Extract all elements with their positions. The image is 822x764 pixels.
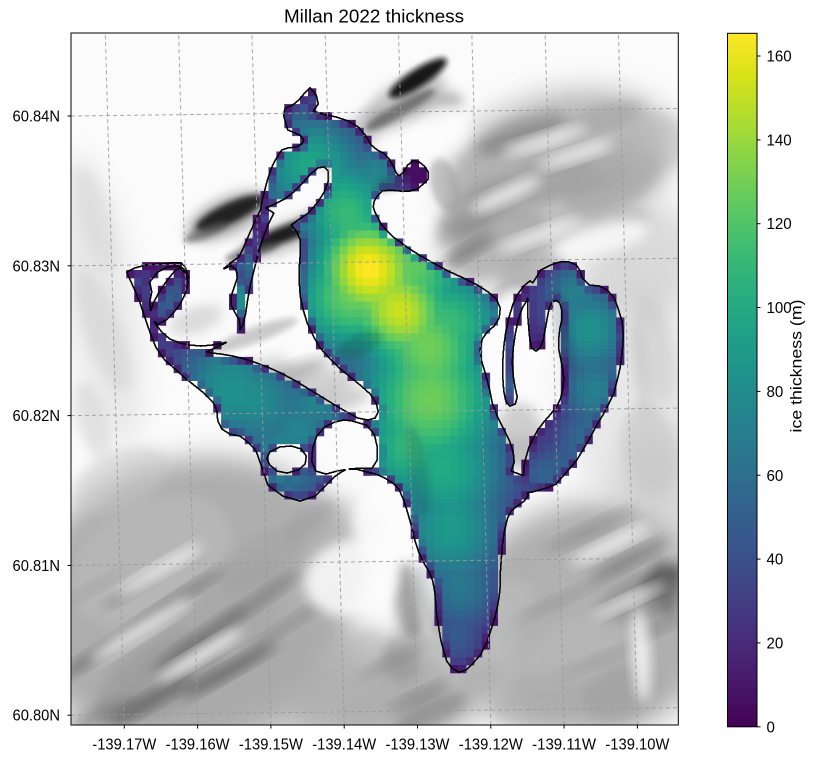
svg-text:-139.14W: -139.14W — [312, 737, 377, 754]
svg-text:60.84N: 60.84N — [13, 109, 61, 126]
svg-text:-139.13W: -139.13W — [386, 737, 451, 754]
svg-text:60.83N: 60.83N — [13, 258, 61, 275]
svg-text:60: 60 — [767, 468, 784, 485]
svg-text:Millan 2022 thickness: Millan 2022 thickness — [284, 6, 464, 27]
svg-text:-139.12W: -139.12W — [459, 737, 524, 754]
svg-text:-139.10W: -139.10W — [605, 737, 670, 754]
svg-text:120: 120 — [767, 216, 792, 233]
svg-text:0: 0 — [767, 719, 775, 736]
svg-text:60.80N: 60.80N — [13, 708, 61, 725]
svg-text:40: 40 — [767, 552, 784, 569]
svg-text:140: 140 — [767, 132, 792, 149]
svg-text:100: 100 — [767, 300, 792, 317]
svg-text:60.81N: 60.81N — [13, 558, 61, 575]
svg-text:20: 20 — [767, 635, 784, 652]
svg-text:-139.15W: -139.15W — [239, 737, 304, 754]
svg-text:ice thickness (m): ice thickness (m) — [789, 300, 806, 433]
svg-text:-139.11W: -139.11W — [532, 737, 597, 754]
svg-text:60.82N: 60.82N — [13, 408, 61, 425]
svg-text:160: 160 — [767, 49, 792, 66]
svg-text:-139.17W: -139.17W — [92, 737, 157, 754]
svg-text:-139.16W: -139.16W — [166, 737, 231, 754]
svg-text:80: 80 — [767, 384, 784, 401]
